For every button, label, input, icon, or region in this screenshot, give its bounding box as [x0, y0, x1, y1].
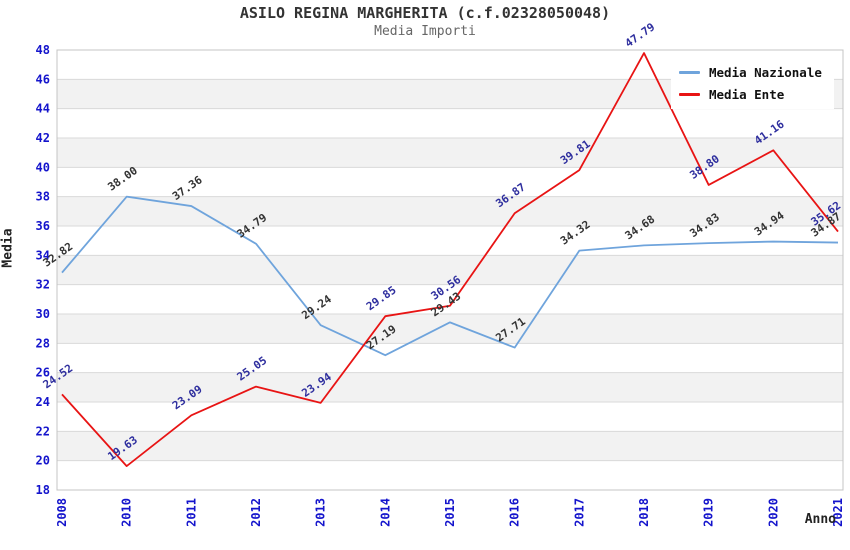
x-tick-label: 2015: [443, 498, 457, 527]
y-tick-label: 20: [36, 454, 50, 468]
y-tick-label: 26: [36, 366, 50, 380]
chart-subtitle: Media Importi: [374, 24, 476, 39]
legend-item-media-ente: Media Ente: [679, 87, 822, 102]
y-tick-label: 46: [36, 72, 50, 86]
x-tick-label: 2012: [249, 498, 263, 527]
x-tick-label: 2021: [831, 498, 845, 527]
plot-frame: [56, 49, 844, 491]
x-tick-label: 2018: [637, 498, 651, 527]
x-tick-label: 2017: [572, 498, 586, 527]
y-tick-label: 22: [36, 424, 50, 438]
y-tick-label: 36: [36, 219, 50, 233]
y-tick-label: 44: [36, 102, 50, 116]
y-tick-label: 24: [36, 395, 50, 409]
y-tick-label: 18: [36, 483, 50, 497]
y-tick-label: 38: [36, 190, 50, 204]
media-ente-line-swatch: [679, 93, 700, 96]
band: [57, 196, 843, 226]
media-ente-line: [61, 52, 839, 467]
band: [57, 138, 843, 168]
x-tick-label: 2016: [508, 498, 522, 527]
x-tick-label: 2013: [314, 498, 328, 527]
y-tick-label: 42: [36, 131, 50, 145]
band: [57, 431, 843, 461]
x-tick-label: 2008: [55, 498, 69, 527]
legend: Media Nazionale Media Ente: [671, 59, 834, 109]
legend-item-media-nazionale: Media Nazionale: [679, 65, 822, 80]
x-tick-label: 2011: [184, 498, 198, 527]
y-tick-label: 28: [36, 336, 50, 350]
x-tick-label: 2020: [766, 498, 780, 527]
y-tick-label: 40: [36, 160, 50, 174]
x-tick-label: 2014: [378, 498, 392, 527]
y-tick-label: 30: [36, 307, 50, 321]
y-tick-label: 32: [36, 278, 50, 292]
band: [57, 314, 843, 344]
x-axis-label: Anno: [804, 512, 836, 527]
legend-label-media-ente: Media Ente: [709, 87, 785, 102]
chart-title: ASILO REGINA MARGHERITA (c.f.02328050048…: [239, 4, 611, 22]
y-tick-label: 48: [36, 43, 50, 57]
media-nazionale-line-swatch: [679, 71, 700, 74]
y-tick-label: 34: [36, 248, 50, 262]
x-tick-label: 2010: [120, 498, 134, 527]
band: [57, 372, 843, 402]
legend-label-media-nazionale: Media Nazionale: [709, 65, 822, 80]
band: [57, 255, 843, 285]
x-tick-label: 2019: [702, 498, 716, 527]
media-nazionale-line: [61, 195, 839, 357]
y-axis-label: Media: [0, 228, 16, 268]
